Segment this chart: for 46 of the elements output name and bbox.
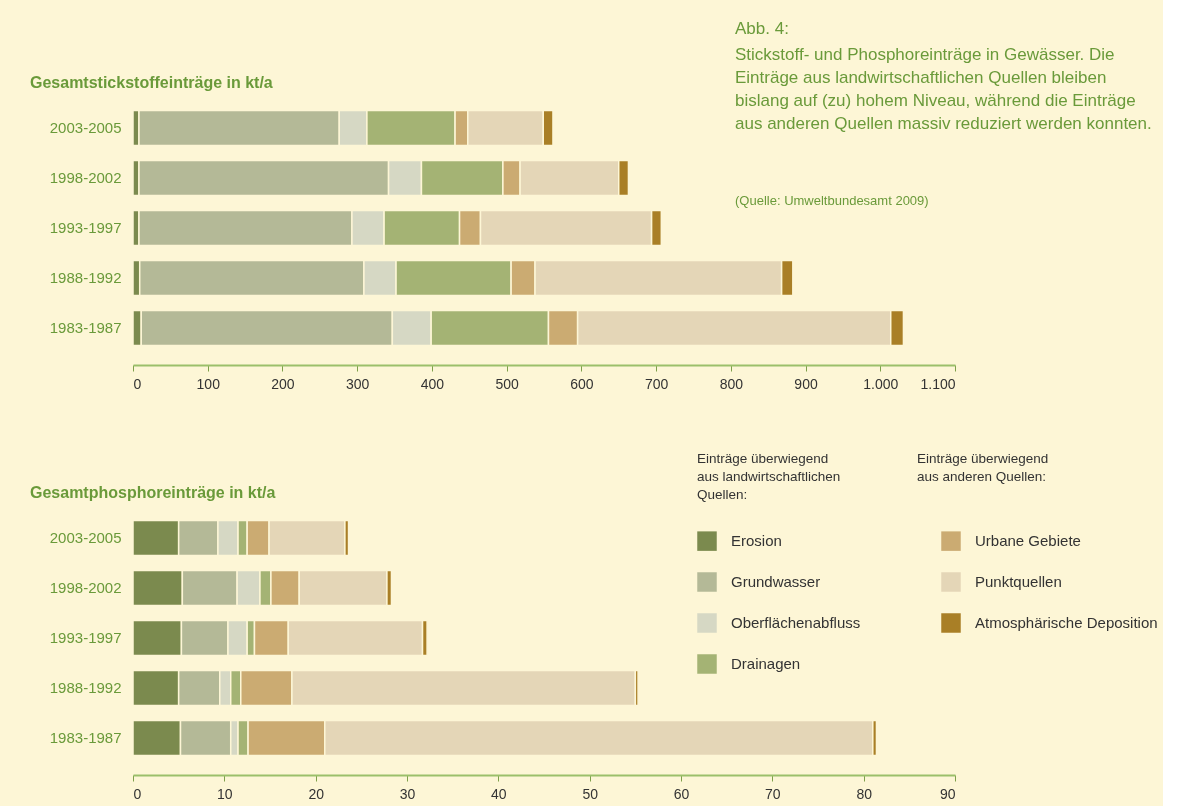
annotation: Stickstoff- und Phosphoreinträge in Gewässer. Die Einträge aus landwirtschaftlichen Quellen bleiben bislang auf (zu) hohem Niveau, während die Einträge aus anderen Quellen massiv reduziert werden konnten. <box>735 45 1152 133</box>
x-tick-label: 1.000 <box>863 375 899 392</box>
chart-title: Gesamtstickstoffeinträge in kt/a <box>30 74 273 91</box>
legend-label: Punktquellen <box>975 573 1062 590</box>
x-tick-label: 300 <box>346 375 370 392</box>
y-tick-label: 1988-1992 <box>49 679 122 696</box>
text: Einträge überwiegend aus landwirtschaftlichen Quellen: <box>697 451 841 503</box>
x-tick-label: 90 <box>939 785 956 802</box>
x-tick-label: 0 <box>133 785 142 802</box>
chart-title: Gesamtphosphoreinträge in kt/a <box>30 484 276 501</box>
x-tick-label: 0 <box>133 375 142 392</box>
x-tick-label: 900 <box>794 375 818 392</box>
caption: Abb. 4: <box>735 19 789 38</box>
y-tick-label: 1983-1987 <box>49 319 122 336</box>
legend-label: Oberflächenabfluss <box>731 614 861 631</box>
x-tick-label: 70 <box>765 785 781 802</box>
legend-label: Urbane Gebiete <box>975 532 1081 550</box>
text: Einträge überwiegend aus anderen Quellen: <box>917 451 1049 485</box>
y-tick-label: 2003-2005 <box>49 119 122 136</box>
annotation: (Quelle: Umweltbundesamt 2009) <box>735 193 929 208</box>
x-tick-label: 30 <box>399 785 416 802</box>
x-tick-label: 1.100 <box>920 375 956 392</box>
legend-label: Grundwasser <box>731 573 821 590</box>
x-tick-label: 60 <box>673 785 690 802</box>
x-tick-label: 500 <box>495 375 520 392</box>
y-tick-label: 1998-2002 <box>49 579 122 596</box>
legend-label: Atmosphärische Deposition <box>975 614 1158 631</box>
x-tick-label: 20 <box>308 785 325 802</box>
x-tick-label: 50 <box>582 785 599 802</box>
x-tick-label: 10 <box>217 785 233 802</box>
x-tick-label: 200 <box>271 375 295 392</box>
y-tick-label: 2003-2005 <box>49 529 122 546</box>
x-tick-label: 400 <box>420 375 445 392</box>
y-tick-label: 1998-2002 <box>49 169 122 186</box>
legend-label: Erosion <box>731 532 782 550</box>
y-tick-label: 1988-1992 <box>49 269 122 286</box>
y-tick-label: 1993-1997 <box>49 219 122 236</box>
y-tick-label: 1983-1987 <box>49 729 122 746</box>
y-tick-label: 1993-1997 <box>49 629 122 646</box>
x-tick-label: 800 <box>719 375 744 392</box>
x-tick-label: 700 <box>644 375 669 392</box>
x-tick-label: 100 <box>196 375 221 392</box>
x-tick-label: 600 <box>570 375 594 392</box>
x-tick-label: 80 <box>856 785 873 802</box>
legend-label: Drainagen <box>731 655 801 672</box>
x-tick-label: 40 <box>491 785 507 802</box>
